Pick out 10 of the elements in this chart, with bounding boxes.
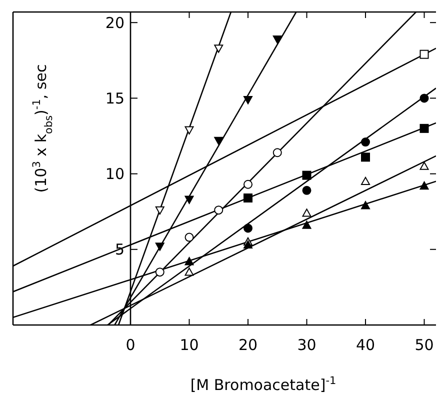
y-tick-label: 15 — [105, 89, 124, 108]
x-tick-label: 30 — [297, 336, 316, 354]
x-tick-label: 40 — [356, 336, 376, 354]
x-tick-label: 10 — [180, 336, 199, 354]
y-tick-label: 20 — [105, 14, 124, 32]
x-tick-label: 20 — [238, 336, 258, 354]
y-tick-label: 10 — [105, 165, 124, 184]
x-tick-label: 0 — [126, 336, 136, 354]
x-axis-title: [M Bromoacetate]$^{-1}$ — [190, 375, 336, 394]
x-tick-label: 50 — [414, 336, 434, 354]
